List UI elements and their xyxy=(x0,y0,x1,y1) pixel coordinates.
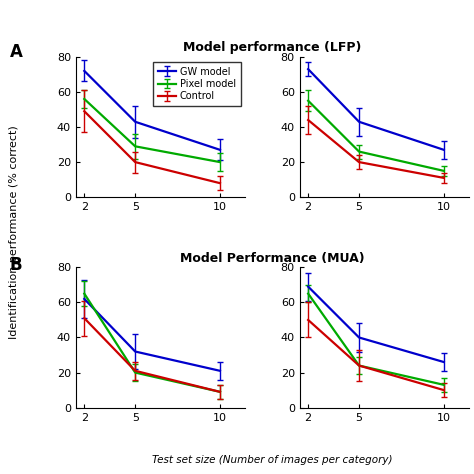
Text: A: A xyxy=(9,43,22,61)
Text: B: B xyxy=(9,256,22,274)
Title: Model performance (LFP): Model performance (LFP) xyxy=(183,41,362,55)
Text: Test set size (Number of images per category): Test set size (Number of images per cate… xyxy=(152,455,393,465)
Title: Model Performance (MUA): Model Performance (MUA) xyxy=(180,252,365,265)
Legend: GW model, Pixel model, Control: GW model, Pixel model, Control xyxy=(153,62,241,106)
Text: Identification performance (% correct): Identification performance (% correct) xyxy=(9,126,19,339)
